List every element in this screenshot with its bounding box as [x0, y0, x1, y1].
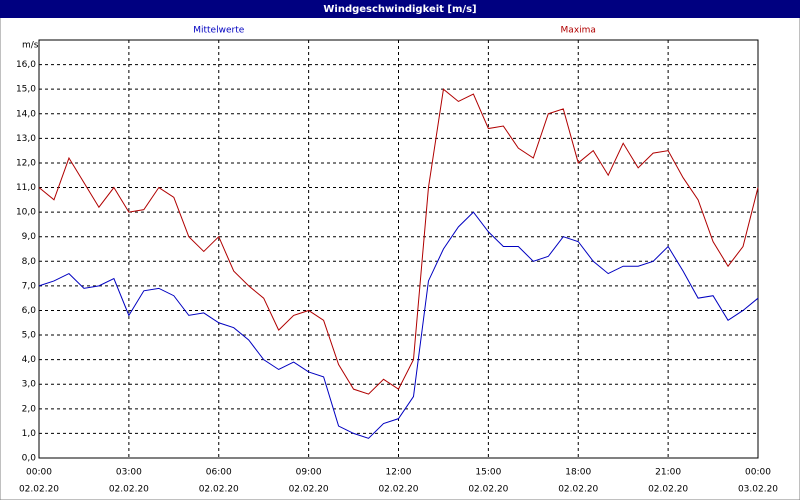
y-tick-label: 2,0: [22, 404, 37, 414]
x-tick-date: 02.02.20: [648, 485, 688, 495]
x-tick-label: 15:00: [475, 468, 501, 478]
x-tick-date: 02.02.20: [289, 485, 329, 495]
y-tick-label: 14,0: [16, 109, 36, 119]
x-tick-label: 03:00: [116, 468, 142, 478]
x-tick-label: 09:00: [296, 468, 322, 478]
x-tick-date: 02.02.20: [19, 485, 59, 495]
y-tick-label: 4,0: [22, 355, 37, 365]
y-tick-label: 9,0: [22, 232, 37, 242]
y-tick-label: 12,0: [16, 158, 36, 168]
data-line: [38, 211, 759, 439]
y-tick-label: 10,0: [16, 208, 36, 218]
chart-title: Windgeschwindigkeit [m/s]: [323, 4, 476, 15]
y-tick-label: 16,0: [16, 60, 36, 70]
x-tick-label: 06:00: [206, 468, 232, 478]
x-tick-date: 02.02.20: [199, 485, 239, 495]
legend-label: Mittelwerte: [193, 26, 244, 36]
x-tick-label: 18:00: [565, 468, 591, 478]
y-tick-label: 3,0: [22, 380, 37, 390]
x-tick-date: 02.02.20: [109, 485, 149, 495]
y-tick-label: 15,0: [16, 85, 36, 95]
y-tick-label: 11,0: [16, 183, 36, 193]
y-tick-label: 6,0: [22, 306, 37, 316]
y-tick-label: 5,0: [22, 331, 37, 341]
x-tick-label: 00:00: [26, 468, 52, 478]
title-bar: [0, 0, 800, 18]
y-tick-label: 13,0: [16, 134, 36, 144]
y-tick-label: 8,0: [22, 257, 37, 267]
x-tick-label: 00:00: [745, 468, 771, 478]
x-tick-date: 02.02.20: [558, 485, 598, 495]
y-tick-label: 1,0: [22, 429, 37, 439]
legend-label: Maxima: [561, 26, 596, 36]
x-tick-date: 02.02.20: [468, 485, 508, 495]
y-tick-label: 0,0: [22, 454, 37, 464]
x-tick-date: 03.02.20: [738, 485, 778, 495]
x-tick-label: 21:00: [655, 468, 681, 478]
y-tick-label: 7,0: [22, 281, 37, 291]
x-tick-date: 02.02.20: [378, 485, 418, 495]
x-tick-label: 12:00: [386, 468, 412, 478]
y-axis-label: m/s: [22, 41, 39, 51]
data-line: [38, 88, 759, 395]
